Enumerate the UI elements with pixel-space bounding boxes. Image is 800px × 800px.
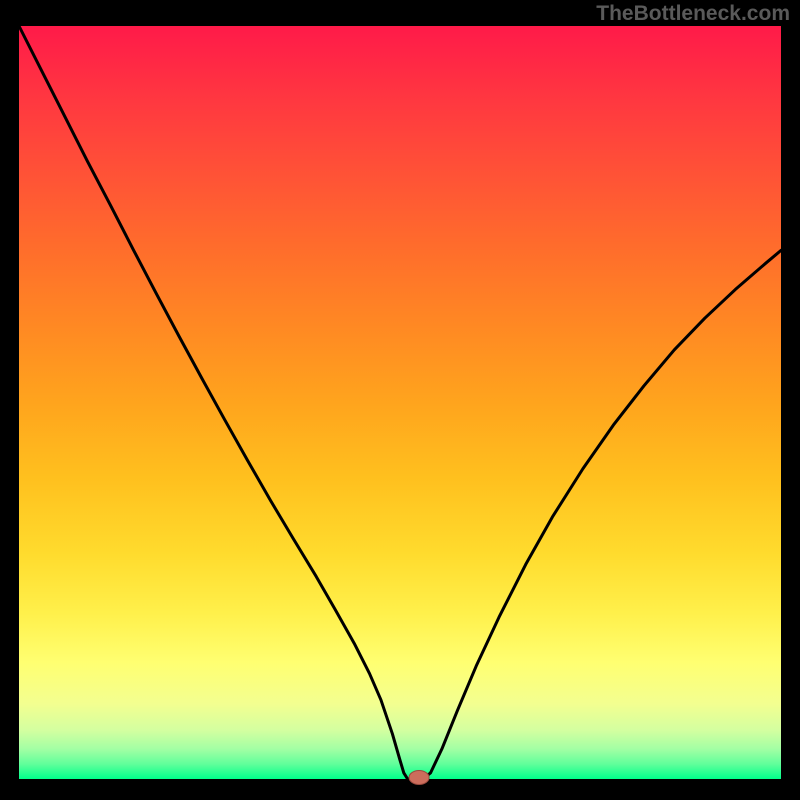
chart-frame: { "watermark": { "text": "TheBottleneck.… bbox=[0, 0, 800, 800]
bottleneck-chart bbox=[0, 0, 800, 800]
watermark-text: TheBottleneck.com bbox=[596, 2, 790, 26]
optimum-marker bbox=[409, 770, 429, 784]
gradient-background bbox=[19, 26, 781, 779]
